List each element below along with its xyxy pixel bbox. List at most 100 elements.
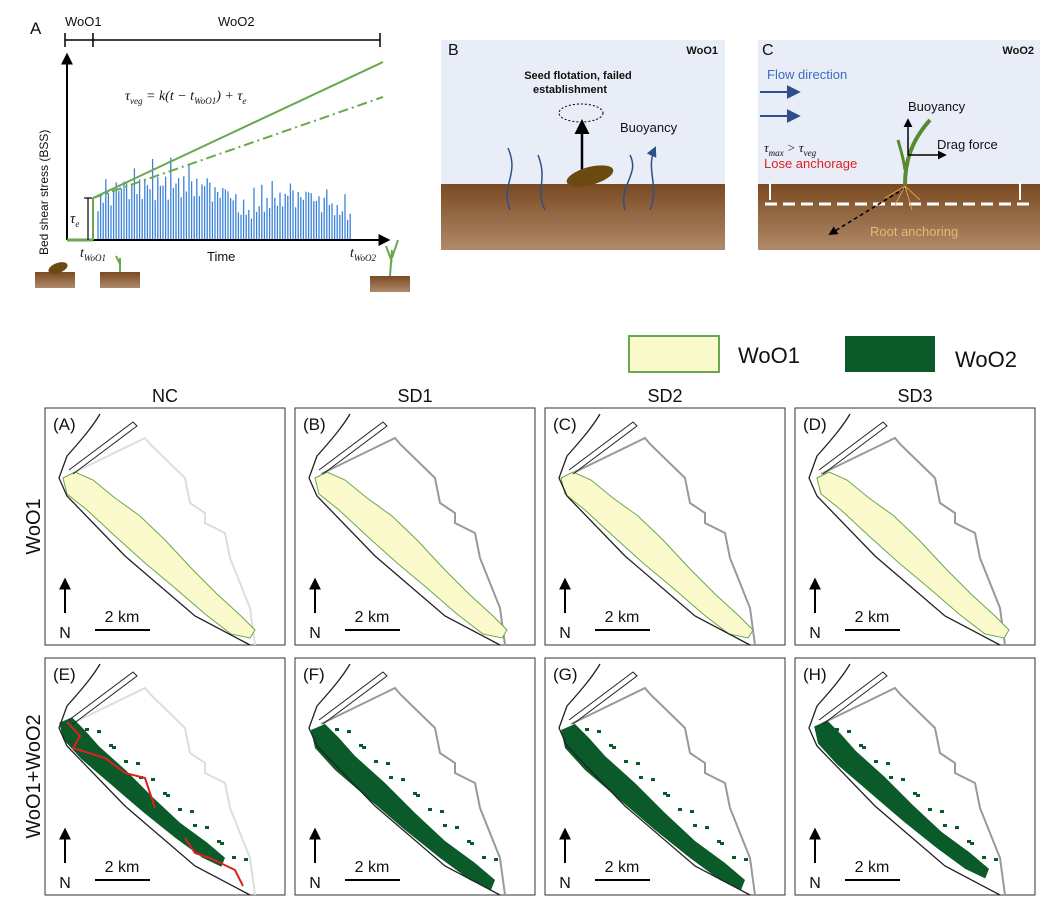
- coastline: [808, 413, 1001, 646]
- woo1-area: [62, 471, 256, 639]
- north-label: N: [309, 875, 321, 892]
- woo2-patch: [901, 778, 905, 781]
- consequence: Lose anchorage: [764, 156, 857, 171]
- woo2-patch: [955, 826, 959, 829]
- woo2-patch: [940, 810, 944, 813]
- woo2-patch: [386, 762, 390, 765]
- woo2-patch: [994, 858, 998, 861]
- woo2-patch: [494, 858, 498, 861]
- woo2-patch: [982, 856, 986, 859]
- x-axis-label: Time: [207, 249, 235, 264]
- map-label: (E): [53, 665, 76, 684]
- map-label: (D): [803, 415, 827, 434]
- scale-label: 2 km: [855, 859, 890, 876]
- equation: τveg = k(t − tWoO1) + τe: [125, 89, 246, 106]
- woo2-patch: [178, 808, 182, 811]
- map-panel: (E) N 2 km: [44, 657, 286, 896]
- woo2-area: [561, 724, 745, 890]
- row-label: WoO1: [23, 498, 45, 554]
- woo2-patch: [835, 728, 839, 731]
- pier: [68, 421, 138, 475]
- map-label: (F): [303, 665, 325, 684]
- woo2-patch: [636, 762, 640, 765]
- column-label: NC: [152, 386, 178, 406]
- woo2-patch: [690, 810, 694, 813]
- woo2-patch: [205, 826, 209, 829]
- woo2-patch: [732, 856, 736, 859]
- woo2-patch: [136, 762, 140, 765]
- woo2-patch: [720, 842, 724, 845]
- window-label: WoO1: [65, 14, 102, 29]
- woo2-patch: [97, 730, 101, 733]
- scale-label: 2 km: [355, 609, 390, 626]
- map-frame: [544, 407, 786, 646]
- coastline: [558, 413, 751, 646]
- legend-swatch: [628, 335, 720, 373]
- woo2-patch: [347, 730, 351, 733]
- flow-label: Flow direction: [767, 67, 847, 82]
- coastline: [308, 413, 501, 646]
- north-label: N: [809, 875, 821, 892]
- map-frame: [794, 407, 1036, 646]
- legend: WoO1 WoO2: [628, 335, 1017, 373]
- woo2-area: [311, 724, 495, 890]
- coastline: [558, 663, 751, 896]
- woo2-patch: [597, 730, 601, 733]
- woo1-area: [560, 471, 754, 639]
- woo2-patch: [666, 794, 670, 797]
- woo2-patch: [359, 744, 363, 747]
- woo2-patch: [428, 808, 432, 811]
- woo2-patch: [943, 824, 947, 827]
- force-label: Buoyancy: [908, 99, 966, 114]
- map-panel: (G) N 2 km: [544, 657, 786, 896]
- map-label: (G): [553, 665, 578, 684]
- woo2-patch: [663, 792, 667, 795]
- woo2-patch: [416, 794, 420, 797]
- window-label: WoO2: [1002, 45, 1034, 57]
- outer-boundary: [320, 436, 506, 646]
- woo2-patch: [470, 842, 474, 845]
- outer-boundary: [820, 686, 1006, 896]
- north-label: N: [59, 875, 71, 892]
- legend-label: WoO1: [738, 343, 800, 368]
- condition: τmax > τveg: [764, 140, 817, 158]
- map-panel: (H) N 2 km: [794, 657, 1036, 896]
- woo2-patch: [389, 776, 393, 779]
- woo2-patch: [913, 792, 917, 795]
- map-frame: [794, 657, 1036, 896]
- woo2-patch: [374, 760, 378, 763]
- map-panel: (B) N 2 km: [294, 407, 536, 646]
- woo2-patch: [443, 824, 447, 827]
- y-axis-label: Bed shear stress (BSS): [37, 130, 51, 255]
- outer-boundary: [70, 686, 256, 896]
- panel-a: A WoO1 WoO2 Bed shear stress (BSS) Time …: [30, 14, 410, 292]
- bss-series: [97, 157, 351, 240]
- woo1-area: [816, 471, 1010, 639]
- force-label: Buoyancy: [620, 120, 678, 135]
- map-label: (A): [53, 415, 76, 434]
- scale-label: 2 km: [105, 609, 140, 626]
- map-grid: NC SD1 SD2 SD3 WoO1 WoO1+WoO2 (A) N 2 km (B) N 2 km…: [23, 386, 1036, 896]
- map-frame: [294, 407, 536, 646]
- woo2-patch: [401, 778, 405, 781]
- scale-label: 2 km: [605, 859, 640, 876]
- window-label: WoO1: [686, 45, 718, 57]
- north-label: N: [59, 625, 71, 642]
- scale-label: 2 km: [855, 609, 890, 626]
- row-label: WoO1+WoO2: [23, 714, 45, 838]
- coastline: [58, 413, 251, 646]
- woo2-patch: [612, 746, 616, 749]
- legend-swatch: [845, 336, 935, 372]
- woo2-patch: [624, 760, 628, 763]
- outer-boundary: [570, 686, 756, 896]
- outer-boundary: [70, 436, 256, 646]
- woo2-patch: [467, 840, 471, 843]
- column-label: SD2: [647, 386, 682, 406]
- annotation: establishment: [533, 84, 607, 96]
- pier: [318, 421, 388, 475]
- woo2-patch: [163, 792, 167, 795]
- column-label: SD1: [397, 386, 432, 406]
- panel-label: B: [448, 42, 459, 59]
- map-frame: [44, 657, 286, 896]
- annotation: Seed flotation, failed: [524, 70, 632, 82]
